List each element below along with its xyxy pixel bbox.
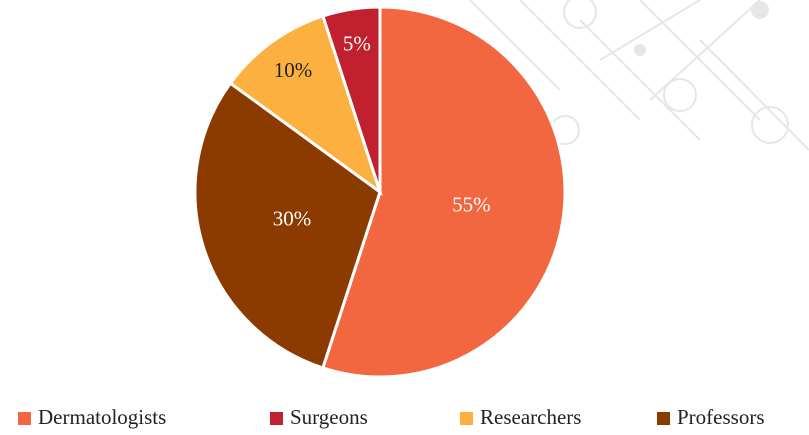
chart: 55% 5% 10% 30% Dermatologists Surgeons Researc…	[0, 0, 809, 435]
slice-label: 5%	[343, 32, 371, 56]
legend-swatch	[657, 412, 670, 425]
legend-label: Surgeons	[290, 405, 368, 429]
legend-label: Dermatologists	[38, 405, 166, 429]
legend-swatch	[460, 412, 473, 425]
slice-label: 55%	[452, 192, 491, 216]
legend-label: Professors	[677, 405, 765, 429]
legend-label: Researchers	[480, 405, 581, 429]
slice-label: 10%	[274, 58, 313, 82]
legend-swatch	[270, 412, 283, 425]
legend-swatch	[18, 412, 31, 425]
slice-label: 30%	[273, 206, 312, 230]
